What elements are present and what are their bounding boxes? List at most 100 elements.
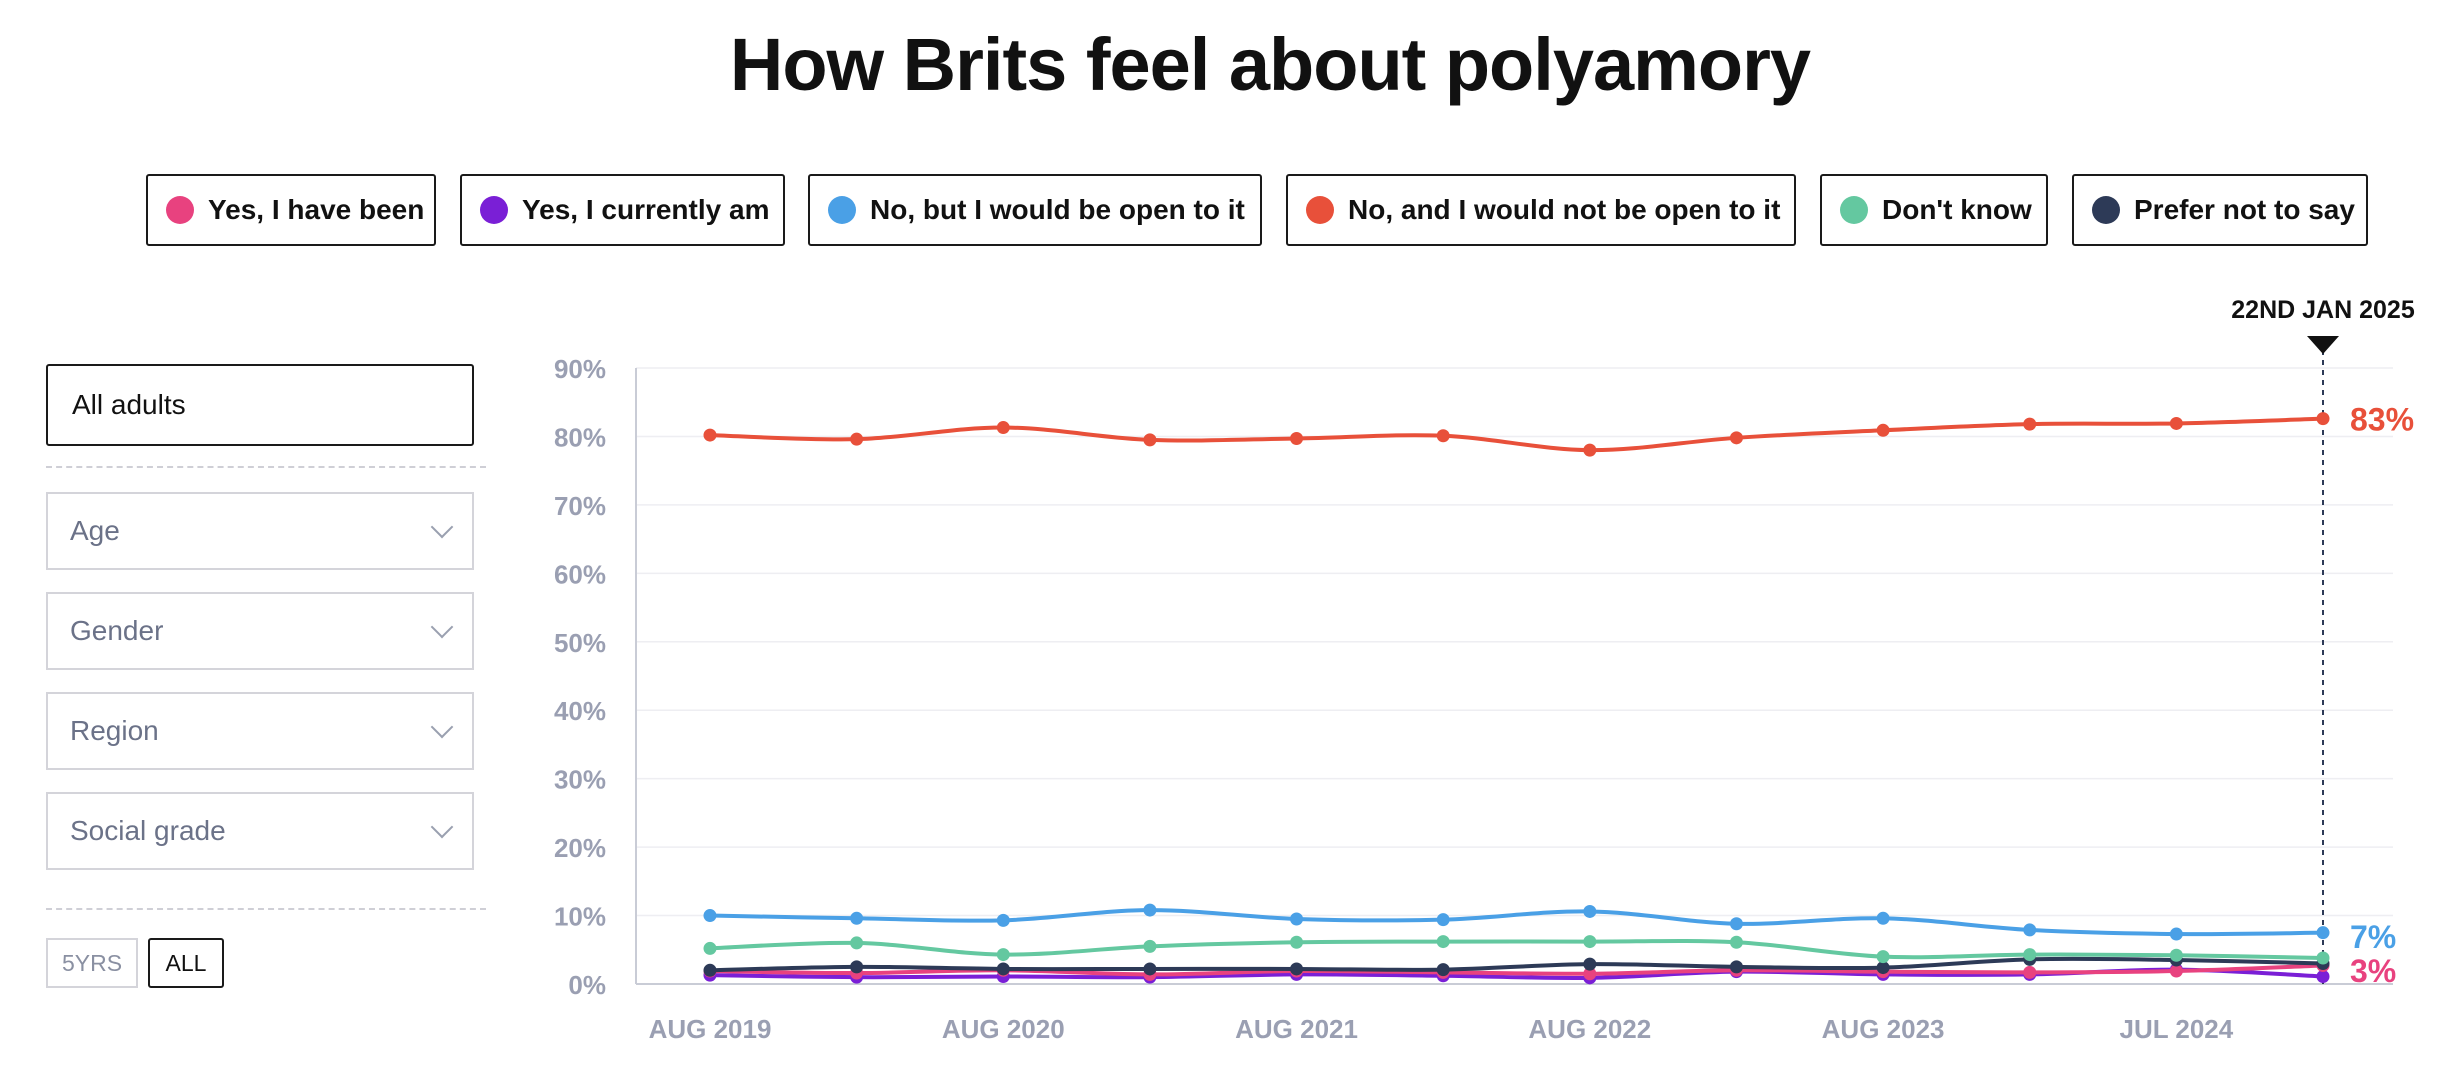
legend-item-dont-know[interactable]: Don't know (1820, 174, 2048, 246)
data-point (1876, 423, 1890, 437)
x-tick-label: AUG 2019 (649, 1014, 772, 1044)
legend-label: Don't know (1882, 194, 2032, 225)
legend-item-prefer-not-to-say[interactable]: Prefer not to say (2072, 174, 2368, 246)
data-point (1143, 939, 1157, 953)
legend-item-yes-currently-am[interactable]: Yes, I currently am (460, 174, 785, 246)
series-line-don-t-know (709, 938, 2324, 960)
data-point (2316, 969, 2330, 983)
legend-label: No, but I would be open to it (870, 194, 1245, 225)
data-point (2023, 948, 2037, 962)
data-point (1729, 960, 1743, 974)
data-point (1583, 957, 1597, 971)
legend-label: Yes, I have been (208, 194, 425, 225)
y-tick-label: 70% (554, 491, 606, 521)
data-point (1876, 950, 1890, 964)
data-point (2169, 416, 2183, 430)
y-tick-label: 50% (554, 628, 606, 658)
data-point (1290, 935, 1304, 949)
data-point (1290, 431, 1304, 445)
data-point (1876, 911, 1890, 925)
y-tick-label: 30% (554, 765, 606, 795)
data-point (996, 421, 1010, 435)
data-point (850, 936, 864, 950)
legend-label: No, and I would not be open to it (1348, 194, 1781, 225)
data-point (996, 948, 1010, 962)
data-point (1436, 935, 1450, 949)
data-point (1729, 917, 1743, 931)
data-point (2169, 948, 2183, 962)
data-point (1143, 903, 1157, 917)
data-point (1876, 961, 1890, 975)
data-point (2169, 927, 2183, 941)
x-tick-label: AUG 2021 (1235, 1014, 1358, 1044)
data-point (1583, 967, 1597, 981)
age-dropdown[interactable]: Age (46, 492, 474, 570)
x-tick-label: AUG 2022 (1528, 1014, 1651, 1044)
range-5yrs-label: 5YRS (61, 949, 123, 976)
data-point (1729, 431, 1743, 445)
legend-dot-icon (166, 196, 194, 224)
y-tick-label: 40% (554, 696, 606, 726)
y-tick-label: 0% (568, 970, 606, 1000)
data-point (1143, 433, 1157, 447)
data-point (1290, 912, 1304, 926)
data-point (1436, 913, 1450, 927)
data-point (996, 913, 1010, 927)
series-line-prefer-not-to-say (709, 956, 2324, 973)
end-value-label: 7% (2350, 919, 2396, 955)
legend-item-no-but-open[interactable]: No, but I would be open to it (808, 174, 1262, 246)
data-point (1583, 904, 1597, 918)
data-point (1436, 963, 1450, 977)
legend-dot-icon (480, 196, 508, 224)
data-point (1143, 962, 1157, 976)
end-value-label: 3% (2350, 953, 2396, 989)
y-tick-label: 80% (554, 422, 606, 452)
series-line-no-and-i-would-not-be-open-to-it (709, 416, 2324, 453)
end-value-label: 83% (2350, 402, 2414, 438)
data-point (850, 911, 864, 925)
data-point (703, 909, 717, 923)
all-adults-label: All adults (72, 389, 186, 420)
legend-item-no-not-open[interactable]: No, and I would not be open to it (1286, 174, 1796, 246)
data-point (2316, 926, 2330, 940)
legend-dot-icon (1306, 196, 1334, 224)
range-5yrs-button[interactable]: 5YRS (46, 938, 138, 988)
data-point (996, 962, 1010, 976)
x-tick-label: JUL 2024 (2120, 1014, 2234, 1044)
data-point (1583, 935, 1597, 949)
date-marker-label: 22ND JAN 2025 (2231, 296, 2415, 324)
data-point (703, 941, 717, 955)
legend-item-yes-have-been[interactable]: Yes, I have been (146, 174, 436, 246)
data-point (850, 960, 864, 974)
data-point (703, 428, 717, 442)
chart-title: How Brits feel about polyamory (729, 23, 1811, 106)
y-tick-label: 60% (554, 559, 606, 589)
x-tick-label: AUG 2020 (942, 1014, 1065, 1044)
y-tick-label: 90% (554, 354, 606, 384)
legend-label: Yes, I currently am (522, 194, 770, 225)
data-point (1436, 429, 1450, 443)
social-grade-dropdown-label: Social grade (70, 815, 226, 846)
gender-dropdown[interactable]: Gender (46, 592, 474, 670)
legend-dot-icon (1840, 196, 1868, 224)
filter-divider (46, 466, 486, 468)
series-line-no-but-i-would-be-open-to-it (709, 908, 2324, 937)
y-tick-label: 20% (554, 833, 606, 863)
date-marker-triangle-icon (2307, 336, 2339, 354)
x-tick-label: AUG 2023 (1822, 1014, 1945, 1044)
data-point (2169, 964, 2183, 978)
data-point (2023, 923, 2037, 937)
age-dropdown-label: Age (70, 515, 120, 546)
range-all-button[interactable]: ALL (148, 938, 224, 988)
y-tick-label: 10% (554, 902, 606, 932)
data-point (2023, 965, 2037, 979)
filter-divider (46, 908, 486, 910)
data-point (1729, 935, 1743, 949)
data-point (2316, 412, 2330, 426)
social-grade-dropdown[interactable]: Social grade (46, 792, 474, 870)
all-adults-filter[interactable]: All adults (46, 364, 474, 446)
legend-label: Prefer not to say (2134, 194, 2355, 225)
region-dropdown[interactable]: Region (46, 692, 474, 770)
legend-dot-icon (828, 196, 856, 224)
